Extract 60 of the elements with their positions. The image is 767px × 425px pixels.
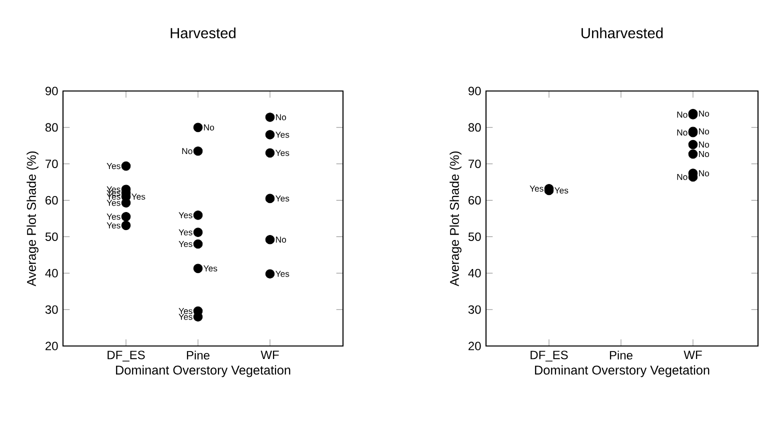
annotation: No bbox=[677, 112, 688, 118]
x-tick-label: WF bbox=[260, 350, 279, 359]
y-axis-title: Average Plot Shade (%) bbox=[450, 151, 462, 286]
annotation: Yes bbox=[106, 163, 120, 170]
x-axis-title: Dominant Overstory Vegetation bbox=[116, 365, 290, 378]
annotation: Yes bbox=[276, 195, 290, 202]
annotation: Yes bbox=[276, 150, 290, 156]
y-tick-label: 80 bbox=[468, 123, 481, 132]
y-tick-label: 50 bbox=[468, 232, 481, 241]
annotation: No bbox=[699, 151, 710, 158]
annotation: No bbox=[677, 130, 688, 136]
annotation: Yes bbox=[106, 186, 120, 192]
chart-title: Unharvested bbox=[582, 28, 663, 38]
annotation: No bbox=[182, 148, 192, 154]
annotation: Yes bbox=[276, 270, 290, 277]
annotation: Yes bbox=[178, 314, 192, 320]
annotation: No bbox=[699, 170, 710, 176]
chart-title: Harvested bbox=[170, 28, 236, 38]
x-axis-title: Dominant Overstory Vegetation bbox=[535, 365, 710, 378]
annotation: Yes bbox=[204, 265, 218, 272]
y-tick-label: 90 bbox=[468, 86, 481, 96]
annotation: Yes bbox=[178, 212, 192, 218]
x-tick-label: WF bbox=[684, 350, 702, 359]
y-tick-label: 20 bbox=[468, 342, 481, 350]
y-tick-label: 30 bbox=[45, 305, 58, 314]
y-tick-label: 50 bbox=[45, 232, 58, 241]
y-tick-label: 60 bbox=[468, 196, 481, 205]
annotation: Yes bbox=[106, 200, 120, 206]
annotation: Yes bbox=[276, 132, 290, 138]
y-tick-label: 60 bbox=[46, 196, 58, 205]
x-tick-label: Pine bbox=[610, 350, 632, 360]
y-tick-label: 40 bbox=[45, 268, 58, 278]
annotation: Yes bbox=[106, 194, 120, 200]
annotation: Yes bbox=[106, 190, 120, 196]
x-tick-label: DF_ES bbox=[108, 350, 145, 362]
annotation: No bbox=[699, 110, 710, 117]
x-tick-label: DF_ES bbox=[530, 350, 568, 362]
y-tick-label: 20 bbox=[46, 342, 58, 350]
annotation: No bbox=[699, 128, 710, 134]
annotation: Yes bbox=[178, 229, 192, 236]
y-tick-label: 90 bbox=[46, 86, 58, 96]
annotation: Yes bbox=[106, 214, 120, 220]
annotation: Yes bbox=[178, 240, 192, 248]
x-tick-label: Pine bbox=[186, 350, 210, 360]
y-axis-title: Average Plot Shade (%) bbox=[26, 151, 38, 286]
annotation: No bbox=[276, 236, 286, 243]
y-tick-label: 40 bbox=[468, 268, 481, 278]
y-tick-label: 30 bbox=[468, 305, 481, 314]
annotation: Yes bbox=[554, 187, 568, 194]
annotation: No bbox=[677, 174, 688, 180]
annotation: No bbox=[699, 142, 710, 148]
annotation: Yes bbox=[178, 308, 192, 314]
annotation: Yes bbox=[106, 222, 120, 228]
annotation: No bbox=[204, 124, 214, 130]
annotation: No bbox=[276, 114, 286, 120]
y-tick-label: 70 bbox=[46, 160, 58, 168]
annotation: Yes bbox=[132, 194, 146, 200]
annotation: Yes bbox=[530, 186, 544, 192]
y-tick-label: 80 bbox=[45, 123, 58, 132]
y-tick-label: 70 bbox=[468, 160, 481, 168]
